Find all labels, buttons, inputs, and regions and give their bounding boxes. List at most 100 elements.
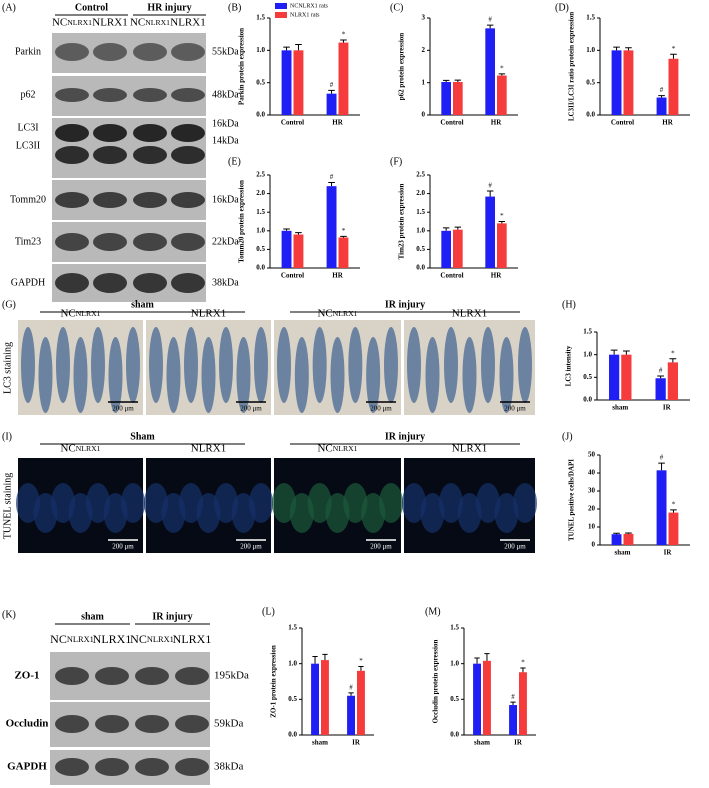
row-size: 48kDa	[212, 89, 239, 100]
blot-band	[175, 758, 209, 776]
blot-band	[133, 273, 167, 293]
tissue	[518, 327, 532, 403]
blot-band	[95, 758, 129, 776]
lane-label: NCNLRX1	[52, 17, 92, 29]
tissue	[236, 337, 251, 413]
blot-band	[93, 124, 127, 142]
error-bar	[322, 653, 328, 661]
group-label: sham	[81, 611, 104, 622]
y-tick-label: 0.5	[450, 695, 459, 703]
tissue	[481, 327, 495, 403]
y-tick-label: 1.5	[288, 624, 297, 632]
tissue	[149, 327, 163, 403]
y-axis-label: p62 protein expression	[398, 33, 406, 101]
y-tick-label: 1.0	[450, 659, 459, 667]
y-tick-label: 1	[422, 78, 426, 86]
row-label: GAPDH	[7, 761, 47, 773]
scale-label: 200 μm	[240, 405, 262, 413]
error-bar	[358, 666, 364, 671]
x-tick-label: Control	[440, 119, 463, 127]
tissue	[366, 337, 381, 413]
row-size: 16kDa	[212, 118, 239, 129]
blot-band	[93, 146, 127, 164]
x-tick-label: Control	[440, 272, 463, 280]
x-tick-label: IR	[663, 404, 672, 412]
y-tick-label: 1.5	[586, 14, 595, 22]
y-tick-label: 0	[422, 111, 426, 119]
blot-band	[95, 715, 129, 733]
error-bar	[486, 190, 494, 197]
x-tick-label: IR	[352, 739, 361, 747]
tissue	[108, 337, 123, 413]
lane-label: NLRX1	[191, 443, 226, 455]
y-axis-label: Occludin protein expression	[432, 640, 440, 724]
y-tick-label: 0.0	[256, 264, 265, 272]
blot-band	[171, 43, 205, 61]
panel-label: (M)	[425, 606, 441, 617]
error-bar	[295, 232, 302, 235]
tissue	[499, 337, 514, 413]
lane-subscript: NLRX1	[67, 18, 92, 27]
blot-band	[171, 192, 205, 208]
bar	[338, 42, 349, 115]
y-tick-label: 1.5	[416, 208, 425, 216]
blot-band	[171, 146, 205, 164]
tissue	[425, 337, 440, 413]
y-tick-label: 1.0	[416, 226, 425, 234]
significance-marker: *	[671, 349, 675, 357]
y-axis-label: LC3 intensity	[565, 345, 573, 386]
blot-band	[55, 233, 89, 251]
y-tick-label: 0.0	[583, 396, 592, 404]
bar	[293, 234, 304, 268]
error-bar	[283, 46, 290, 51]
y-tick-label: 30	[588, 487, 596, 495]
lane-subscript: NLRX1	[67, 635, 94, 644]
bar	[668, 58, 679, 115]
y-tick-label: 0.0	[450, 731, 459, 739]
blot-band	[175, 667, 209, 685]
x-tick-label: HR	[332, 272, 343, 280]
bar	[497, 223, 507, 268]
tissue	[294, 337, 309, 413]
legend-label: NCNLRX1 rats	[290, 3, 328, 9]
error-bar	[670, 53, 677, 59]
panel-label: (K)	[2, 609, 16, 620]
error-bar	[328, 89, 335, 94]
bar	[453, 229, 463, 268]
bar	[311, 663, 319, 735]
panel-label: (B)	[228, 2, 241, 13]
y-axis-label: LC3II/LC3I ratio protein expression	[568, 12, 576, 121]
panel-label: (J)	[562, 431, 573, 442]
y-tick-label: 0.0	[586, 111, 595, 119]
x-tick-label: HR	[491, 272, 502, 280]
blot-band	[171, 233, 205, 251]
bar	[611, 50, 622, 116]
x-tick-label: Control	[611, 119, 634, 127]
panel-label: (D)	[555, 2, 569, 13]
blot-band	[135, 758, 169, 776]
blot-band	[55, 124, 89, 142]
blot-band	[133, 233, 167, 251]
lane-label: NCNLRX1	[130, 17, 170, 29]
y-tick-label: 1.0	[256, 46, 265, 54]
significance-marker: #	[330, 81, 334, 89]
y-tick-label: 1.5	[450, 624, 459, 632]
lane-label: NCNLRX1	[60, 443, 100, 455]
bar	[497, 75, 507, 115]
bar	[281, 50, 292, 116]
row-size: 38kDa	[212, 277, 239, 288]
panel-label: (E)	[228, 156, 241, 167]
panel-label: (F)	[390, 156, 402, 167]
y-tick-label: 0.5	[288, 695, 297, 703]
x-tick-label: sham	[615, 549, 631, 557]
blot-band	[135, 667, 169, 685]
tissue	[330, 337, 345, 413]
blot-band	[93, 233, 127, 251]
bar	[483, 660, 491, 735]
tissue	[277, 327, 291, 403]
bar	[656, 97, 667, 115]
x-tick-label: IR	[664, 549, 673, 557]
bar	[321, 660, 329, 735]
tissue	[21, 327, 35, 403]
blot-band	[93, 43, 127, 61]
